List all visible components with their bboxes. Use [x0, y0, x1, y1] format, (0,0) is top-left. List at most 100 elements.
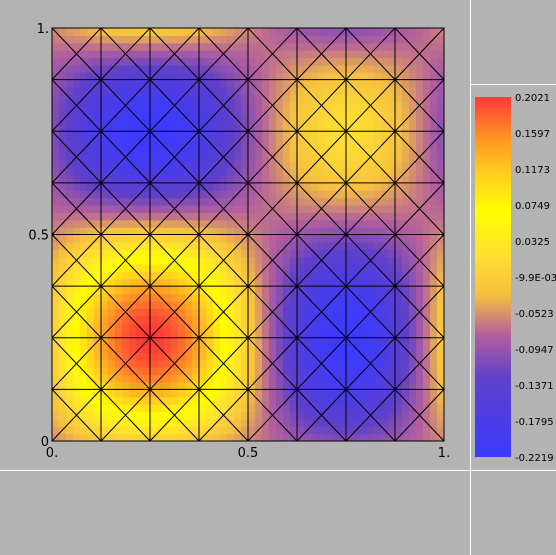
heat-cell	[87, 43, 95, 51]
heat-cell	[416, 227, 424, 235]
heat-cell	[388, 102, 396, 110]
heat-cell	[94, 102, 102, 110]
heat-cell	[171, 87, 179, 95]
heat-cell	[227, 80, 235, 88]
heat-cell	[101, 153, 109, 161]
heat-cell	[73, 28, 81, 36]
heat-cell	[248, 65, 256, 73]
heat-cell	[311, 434, 319, 442]
heat-cell	[374, 382, 382, 390]
heat-cell	[80, 153, 88, 161]
heat-cell	[206, 146, 214, 154]
heat-cell	[227, 124, 235, 132]
heat-cell	[87, 235, 95, 243]
heat-cell	[437, 404, 445, 412]
heat-cell	[185, 367, 193, 375]
heat-cell	[192, 146, 200, 154]
heat-cell	[157, 176, 165, 184]
heat-cell	[276, 168, 284, 176]
heat-cell	[297, 139, 305, 147]
heat-cell	[164, 35, 172, 43]
heat-cell	[136, 301, 144, 309]
heat-cell	[325, 168, 333, 176]
heat-cell	[430, 404, 438, 412]
heat-cell	[346, 168, 354, 176]
heat-cell	[101, 345, 109, 353]
heat-cell	[192, 360, 200, 368]
heat-cell	[360, 72, 368, 80]
heat-cell	[185, 72, 193, 80]
heat-cell	[101, 426, 109, 434]
heat-cell	[409, 338, 417, 346]
heat-cell	[66, 360, 74, 368]
heat-cell	[206, 389, 214, 397]
heat-cell	[101, 308, 109, 316]
heat-cell	[304, 404, 312, 412]
heat-cell	[192, 301, 200, 309]
heat-cell	[332, 183, 340, 191]
heat-cell	[241, 87, 249, 95]
heat-cell	[318, 35, 326, 43]
heat-cell	[339, 153, 347, 161]
heat-cell	[213, 345, 221, 353]
heat-cell	[52, 360, 60, 368]
heat-cell	[66, 426, 74, 434]
heat-cell	[388, 139, 396, 147]
heat-cell	[234, 264, 242, 272]
heat-cell	[171, 330, 179, 338]
heat-cell	[423, 308, 431, 316]
heat-cell	[325, 124, 333, 132]
heat-cell	[59, 183, 67, 191]
heat-cell	[192, 249, 200, 257]
heat-cell	[178, 87, 186, 95]
heat-cell	[262, 102, 270, 110]
heat-cell	[346, 367, 354, 375]
heat-cell	[269, 183, 277, 191]
heat-cell	[101, 190, 109, 198]
heat-cell	[185, 50, 193, 58]
heat-cell	[353, 367, 361, 375]
heat-cell	[311, 28, 319, 36]
heat-cell	[360, 28, 368, 36]
heat-cell	[171, 212, 179, 220]
heat-cell	[80, 294, 88, 302]
heat-cell	[192, 50, 200, 58]
heat-cell	[248, 94, 256, 102]
heat-cell	[269, 404, 277, 412]
heat-cell	[332, 205, 340, 213]
heat-cell	[430, 183, 438, 191]
heat-cell	[402, 235, 410, 243]
heat-cell	[59, 227, 67, 235]
heat-cell	[80, 72, 88, 80]
heat-cell	[332, 109, 340, 117]
heat-cell	[150, 65, 158, 73]
heat-cell	[437, 146, 445, 154]
heat-cell	[402, 43, 410, 51]
heat-cell	[129, 168, 137, 176]
heat-cell	[129, 124, 137, 132]
heat-cell	[283, 94, 291, 102]
heat-cell	[339, 161, 347, 169]
heat-cell	[388, 146, 396, 154]
heat-cell	[115, 50, 123, 58]
heat-cell	[241, 50, 249, 58]
heat-cell	[157, 131, 165, 139]
heat-cell	[52, 397, 60, 405]
heat-cell	[283, 404, 291, 412]
heat-cell	[276, 220, 284, 228]
heat-cell	[94, 353, 102, 361]
heat-cell	[283, 146, 291, 154]
heat-cell	[381, 360, 389, 368]
heat-cell	[381, 109, 389, 117]
heat-cell	[290, 404, 298, 412]
heat-cell	[171, 190, 179, 198]
heat-cell	[178, 434, 186, 442]
heat-cell	[66, 205, 74, 213]
colorbar-label: -0.2219	[515, 453, 554, 464]
heat-cell	[129, 389, 137, 397]
heat-cell	[290, 58, 298, 66]
heat-cell	[234, 176, 242, 184]
heat-cell	[339, 65, 347, 73]
heat-cell	[227, 35, 235, 43]
heat-cell	[360, 360, 368, 368]
